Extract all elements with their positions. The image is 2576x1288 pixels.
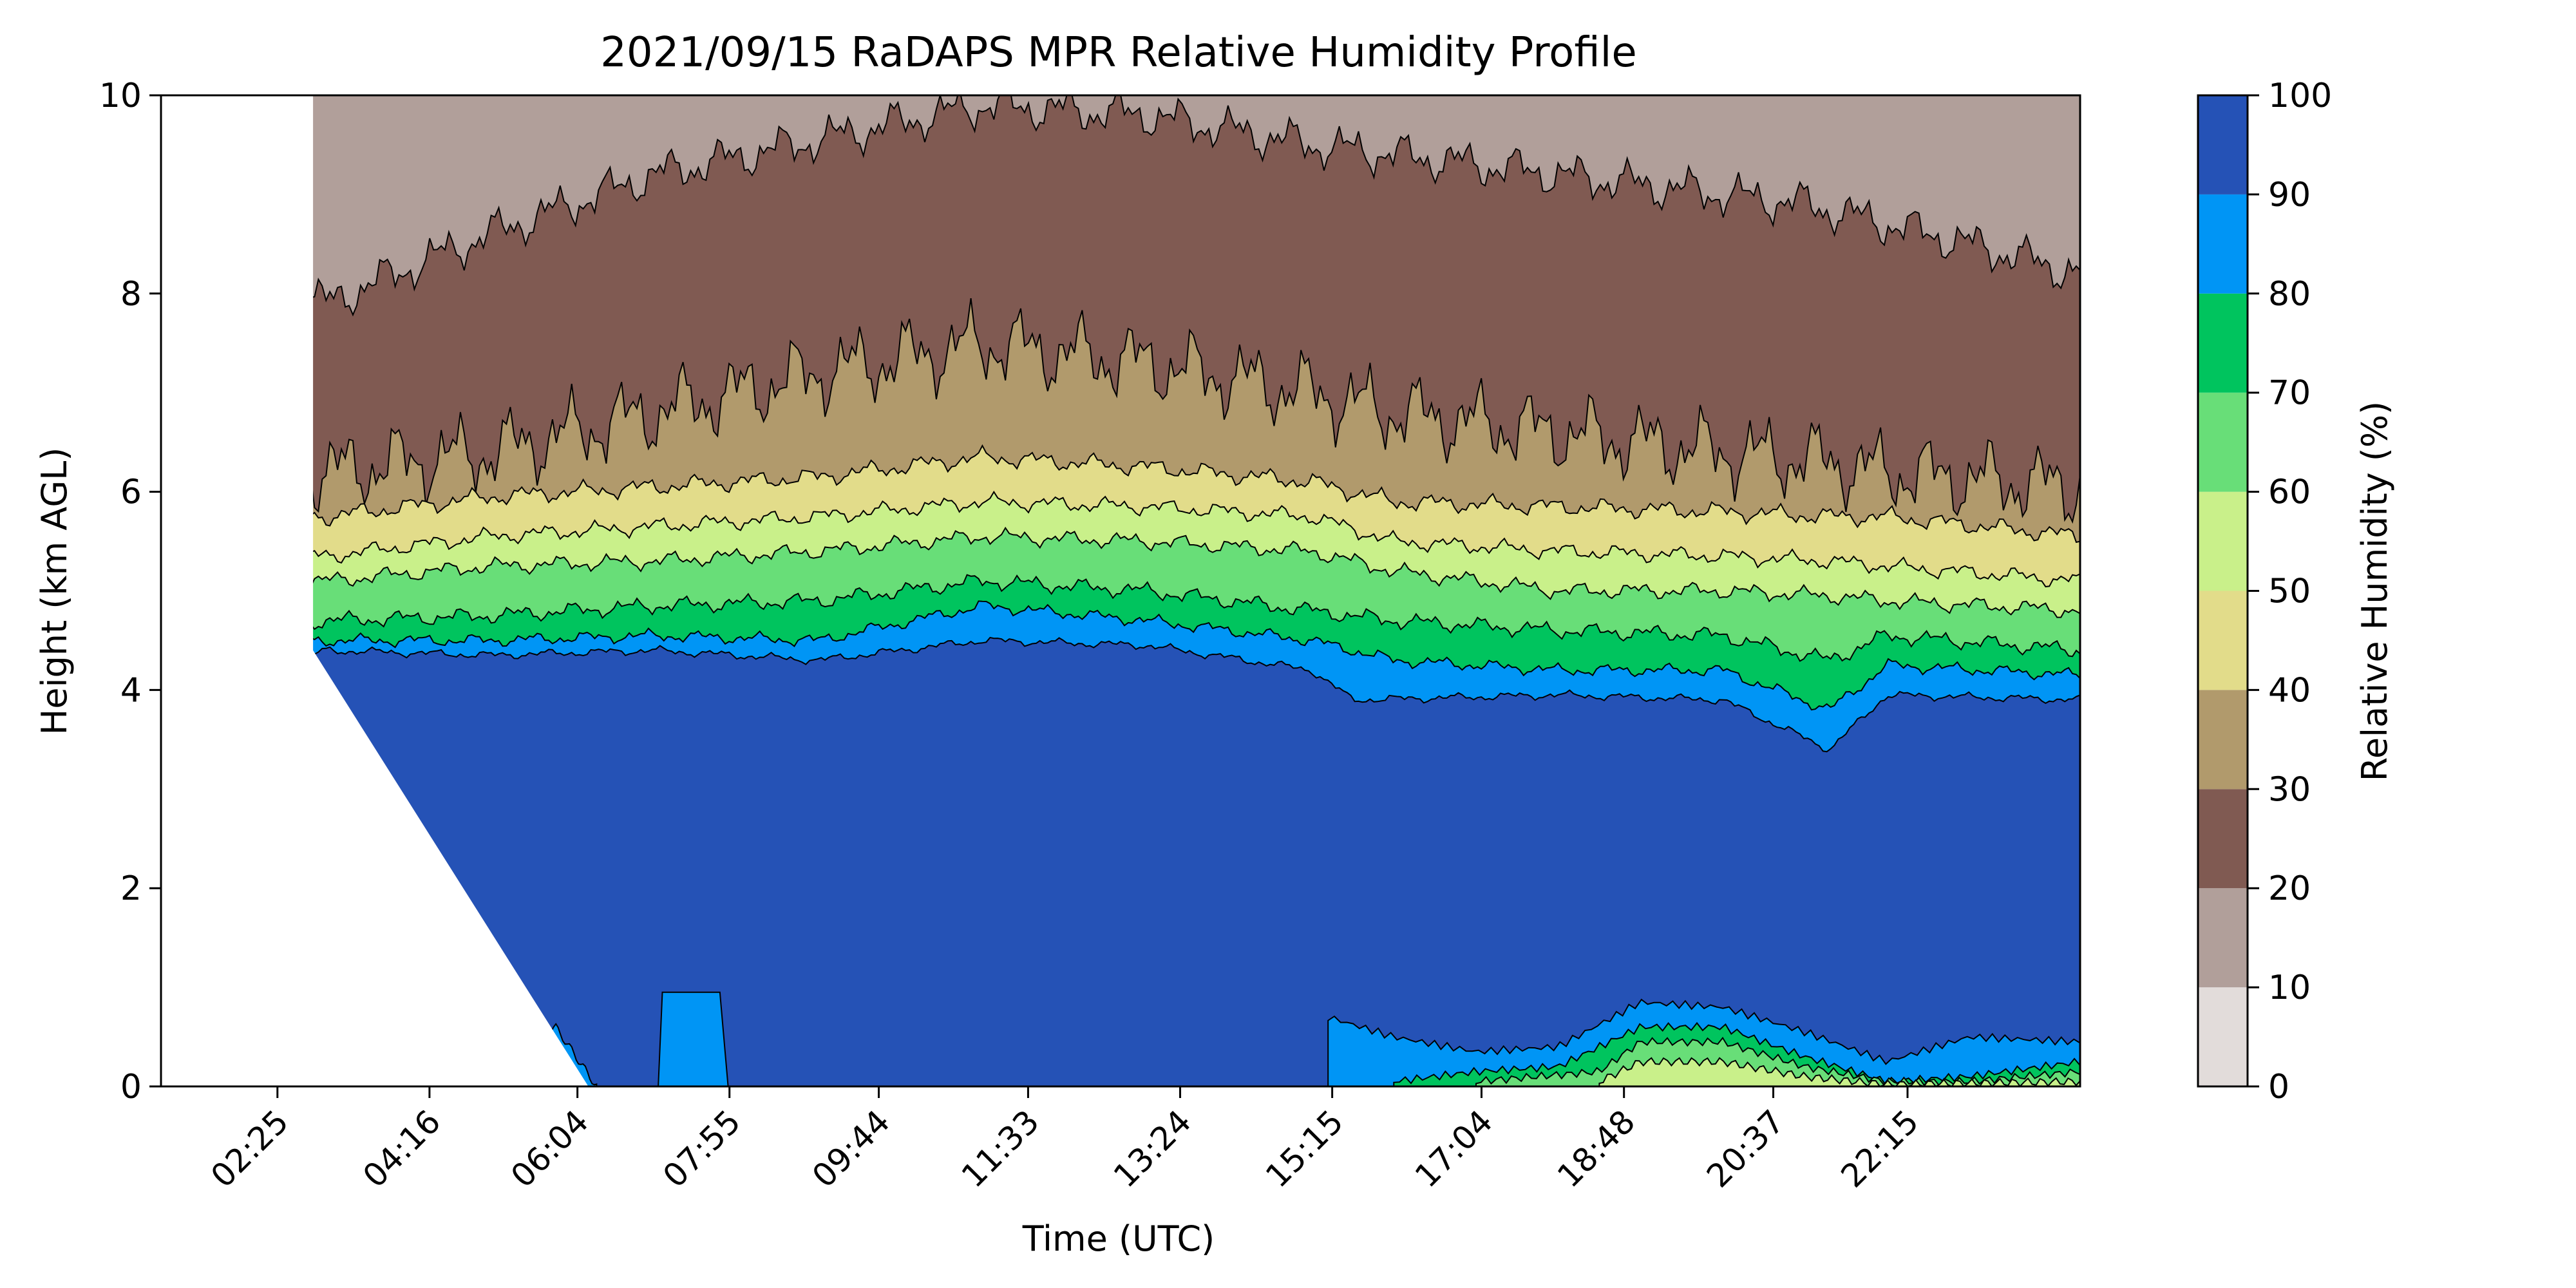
surface-layer — [1598, 1057, 2080, 1086]
colorbar-tick-label: 50 — [2268, 573, 2311, 611]
colorbar-tick-label: 90 — [2268, 176, 2311, 214]
y-tick-label: 10 — [99, 77, 142, 115]
y-tick-label: 6 — [120, 473, 142, 512]
x-tick-label: 04:16 — [355, 1103, 448, 1195]
colorbar-swatch — [2198, 392, 2248, 492]
x-tick-label: 18:48 — [1550, 1103, 1642, 1195]
contour-line — [161, 526, 2080, 618]
colorbar-tick-label: 30 — [2268, 770, 2311, 809]
y-tick-label: 4 — [120, 671, 142, 710]
colorbar-tick-label: 80 — [2268, 275, 2311, 314]
colorbar-tick-label: 40 — [2268, 671, 2311, 710]
colorbar-swatch — [2198, 888, 2248, 988]
colorbar-tick-label: 60 — [2268, 473, 2311, 512]
colorbar-swatch — [2198, 591, 2248, 690]
x-tick-label: 11:33 — [954, 1103, 1046, 1195]
x-axis-label: Time (UTC) — [1022, 1218, 1215, 1259]
y-tick-label: 0 — [120, 1068, 142, 1106]
colorbar-tick-label: 70 — [2268, 374, 2311, 413]
chart-title: 2021/09/15 RaDAPS MPR Relative Humidity … — [600, 29, 1637, 77]
colorbar-swatch — [2198, 690, 2248, 790]
contour-line — [161, 490, 2080, 588]
contour-line — [161, 574, 2080, 662]
x-tick-label: 13:24 — [1106, 1103, 1198, 1195]
colorbar-swatch — [2198, 491, 2248, 591]
x-axis: 02:25 04:16 06:04 07:55 09:44 11:33 13:24 15:15… — [204, 1086, 1926, 1195]
x-tick-label: 20:37 — [1700, 1103, 1792, 1195]
x-tick-label: 07:55 — [656, 1103, 748, 1195]
undefined — [161, 638, 2080, 1086]
x-tick-label: 22:15 — [1834, 1103, 1926, 1195]
x-tick-label: 09:44 — [805, 1103, 897, 1195]
colorbar-tick-label: 10 — [2268, 969, 2311, 1007]
colorbar-swatch — [2198, 789, 2248, 889]
contour-line — [161, 298, 2080, 524]
contour-line — [161, 636, 2080, 753]
plot-frame — [160, 94, 2081, 1088]
plot-area — [161, 95, 2080, 1086]
surface-layer — [658, 991, 729, 1086]
colorbar-swatch — [2198, 293, 2248, 393]
colorbar-frame — [2197, 94, 2249, 1088]
missing-data-gap — [161, 95, 589, 1086]
x-tick-label: 17:04 — [1408, 1103, 1500, 1195]
contour-line — [161, 95, 2080, 317]
colorbar-swatch — [2198, 194, 2248, 294]
contour-line — [161, 444, 2080, 544]
contour-line — [161, 600, 2080, 711]
colorbar-tick-label: 20 — [2268, 869, 2311, 908]
y-tick-label: 8 — [120, 275, 142, 314]
colorbar-label: Relative Humidity (%) — [2354, 401, 2395, 781]
y-axis: 0 2 4 6 8 10 — [99, 77, 161, 1106]
colorbar-tick-label: 0 — [2268, 1068, 2289, 1106]
colorbar-swatch — [2198, 95, 2248, 194]
x-tick-label: 02:25 — [204, 1103, 296, 1195]
x-tick-label: 06:04 — [504, 1103, 596, 1195]
x-tick-label: 15:15 — [1258, 1103, 1350, 1195]
colorbar-tick-label: 100 — [2268, 77, 2332, 115]
y-axis-label: Height (km AGL) — [34, 448, 75, 735]
colorbar: 0 10 20 30 40 50 60 70 80 90 100 — [2198, 77, 2332, 1106]
y-tick-label: 2 — [120, 869, 142, 908]
colorbar-swatch — [2198, 987, 2248, 1086]
